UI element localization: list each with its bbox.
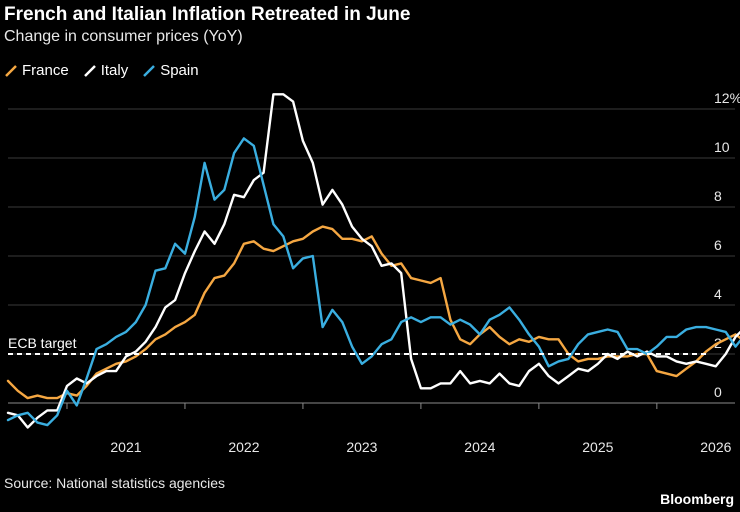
bloomberg-logo: Bloomberg xyxy=(660,491,734,507)
x-tick-label-2024: 2024 xyxy=(464,439,495,455)
legend-item-spain: Spain xyxy=(142,62,199,79)
x-tick-label-2022: 2022 xyxy=(228,439,259,455)
y-tick-label-6: 6 xyxy=(714,237,722,253)
x-tick-label-2026: 2026 xyxy=(700,439,731,455)
x-tick-label-2023: 2023 xyxy=(346,439,377,455)
legend-item-italy: Italy xyxy=(83,62,129,79)
legend-swatch-france xyxy=(5,64,17,77)
legend-swatch-spain xyxy=(143,64,156,77)
legend-label-france: France xyxy=(22,62,69,79)
y-tick-label-8: 8 xyxy=(714,188,722,204)
y-tick-label-4: 4 xyxy=(714,286,722,302)
series-line-italy xyxy=(6,93,740,429)
source-note: Source: National statistics agencies xyxy=(4,475,225,491)
y-tick-label-0: 0 xyxy=(714,384,722,400)
ecb-target-label: ECB target xyxy=(8,335,77,351)
y-tick-label-12: 12% xyxy=(714,90,740,106)
legend: France Italy Spain xyxy=(4,62,199,79)
legend-item-france: France xyxy=(4,62,69,79)
legend-label-italy: Italy xyxy=(100,62,129,79)
series-line-spain xyxy=(6,137,740,427)
y-tick-label-10: 10 xyxy=(714,139,730,155)
legend-swatch-italy xyxy=(83,64,96,77)
legend-label-spain: Spain xyxy=(160,62,199,79)
x-tick-label-2021: 2021 xyxy=(110,439,141,455)
chart-title: French and Italian Inflation Retreated i… xyxy=(4,4,411,25)
chart-subtitle: Change in consumer prices (YoY) xyxy=(4,28,243,45)
x-tick-label-2025: 2025 xyxy=(582,439,613,455)
